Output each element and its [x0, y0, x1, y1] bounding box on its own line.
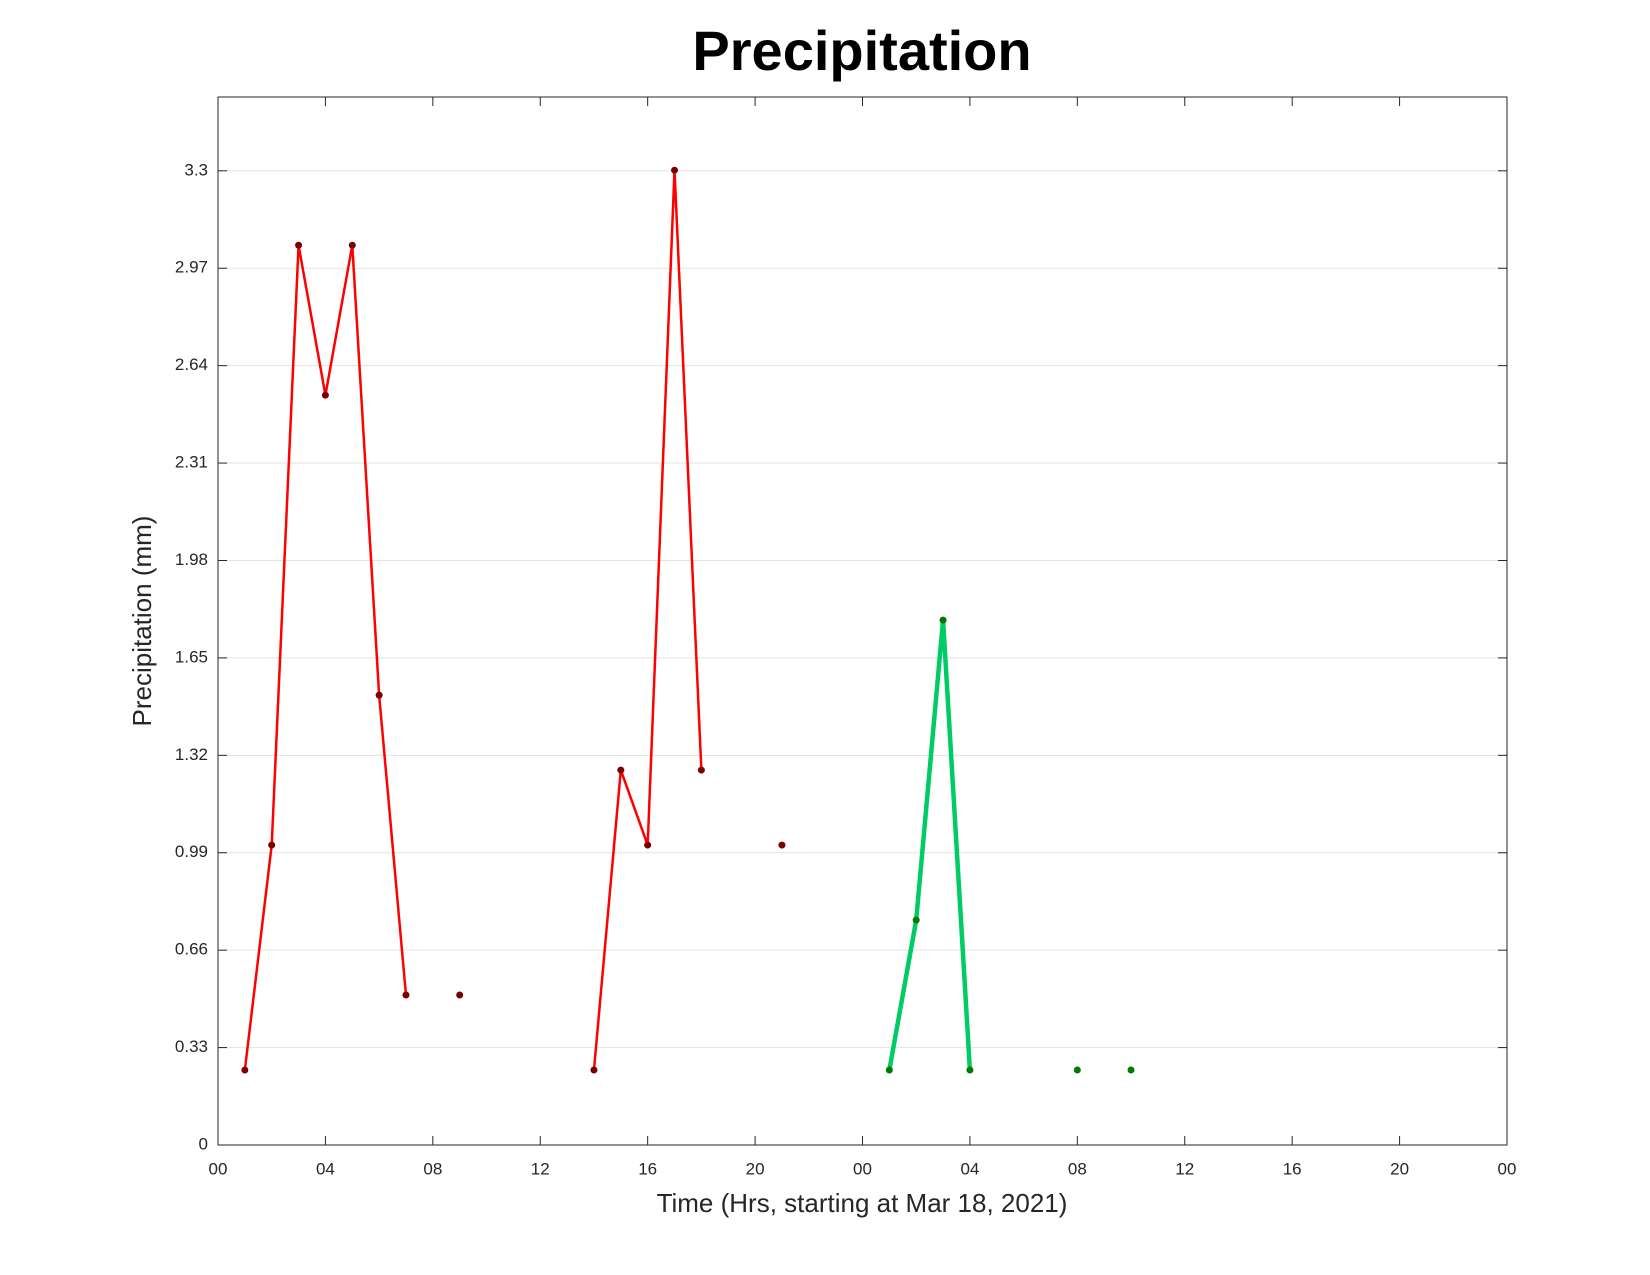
- x-tick-label: 00: [1498, 1159, 1517, 1178]
- x-tick-label: 00: [209, 1159, 228, 1178]
- data-point: [1127, 1066, 1135, 1074]
- x-tick-label: 12: [531, 1159, 550, 1178]
- x-tick-label: 04: [316, 1159, 335, 1178]
- data-point: [912, 916, 920, 924]
- x-tick-label: 12: [1175, 1159, 1194, 1178]
- data-point: [295, 241, 303, 249]
- data-point: [590, 1066, 598, 1074]
- data-point: [697, 766, 705, 774]
- data-point: [375, 691, 383, 699]
- y-tick-label: 0: [199, 1134, 208, 1153]
- x-tick-label: 08: [1068, 1159, 1087, 1178]
- y-axis-label: Precipitation (mm): [127, 516, 157, 727]
- x-tick-label: 16: [1283, 1159, 1302, 1178]
- data-point: [321, 391, 329, 399]
- plot-frame: [217, 96, 1508, 1146]
- data-point: [966, 1066, 974, 1074]
- data-point: [778, 841, 786, 849]
- x-tick-label: 04: [960, 1159, 979, 1178]
- x-tick-label: 00: [853, 1159, 872, 1178]
- data-point: [885, 1066, 893, 1074]
- y-tick-label: 0.33: [175, 1037, 208, 1056]
- x-tick-label: 20: [1390, 1159, 1409, 1178]
- y-tick-label: 0.66: [175, 940, 208, 959]
- data-point: [617, 766, 625, 774]
- y-tick-label: 2.31: [175, 453, 208, 472]
- x-tick-label: 16: [638, 1159, 657, 1178]
- x-axis-label: Time (Hrs, starting at Mar 18, 2021): [657, 1188, 1068, 1218]
- y-tick-label: 1.65: [175, 647, 208, 666]
- data-point: [671, 166, 679, 174]
- data-point: [348, 241, 356, 249]
- data-point: [456, 991, 464, 999]
- data-point: [241, 1066, 249, 1074]
- data-point: [644, 841, 652, 849]
- plot-area: [218, 97, 1507, 1145]
- y-tick-label: 3.3: [184, 160, 208, 179]
- y-tick-label: 0.99: [175, 842, 208, 861]
- data-point: [268, 841, 276, 849]
- data-point: [402, 991, 410, 999]
- y-tick-label: 2.97: [175, 258, 208, 277]
- chart-title: Precipitation: [692, 19, 1031, 82]
- data-point: [1073, 1066, 1081, 1074]
- y-tick-label: 2.64: [175, 355, 208, 374]
- data-point: [939, 616, 947, 624]
- y-tick-label: 1.98: [175, 550, 208, 569]
- y-tick-label: 1.32: [175, 745, 208, 764]
- x-tick-label: 08: [423, 1159, 442, 1178]
- x-tick-label: 20: [746, 1159, 765, 1178]
